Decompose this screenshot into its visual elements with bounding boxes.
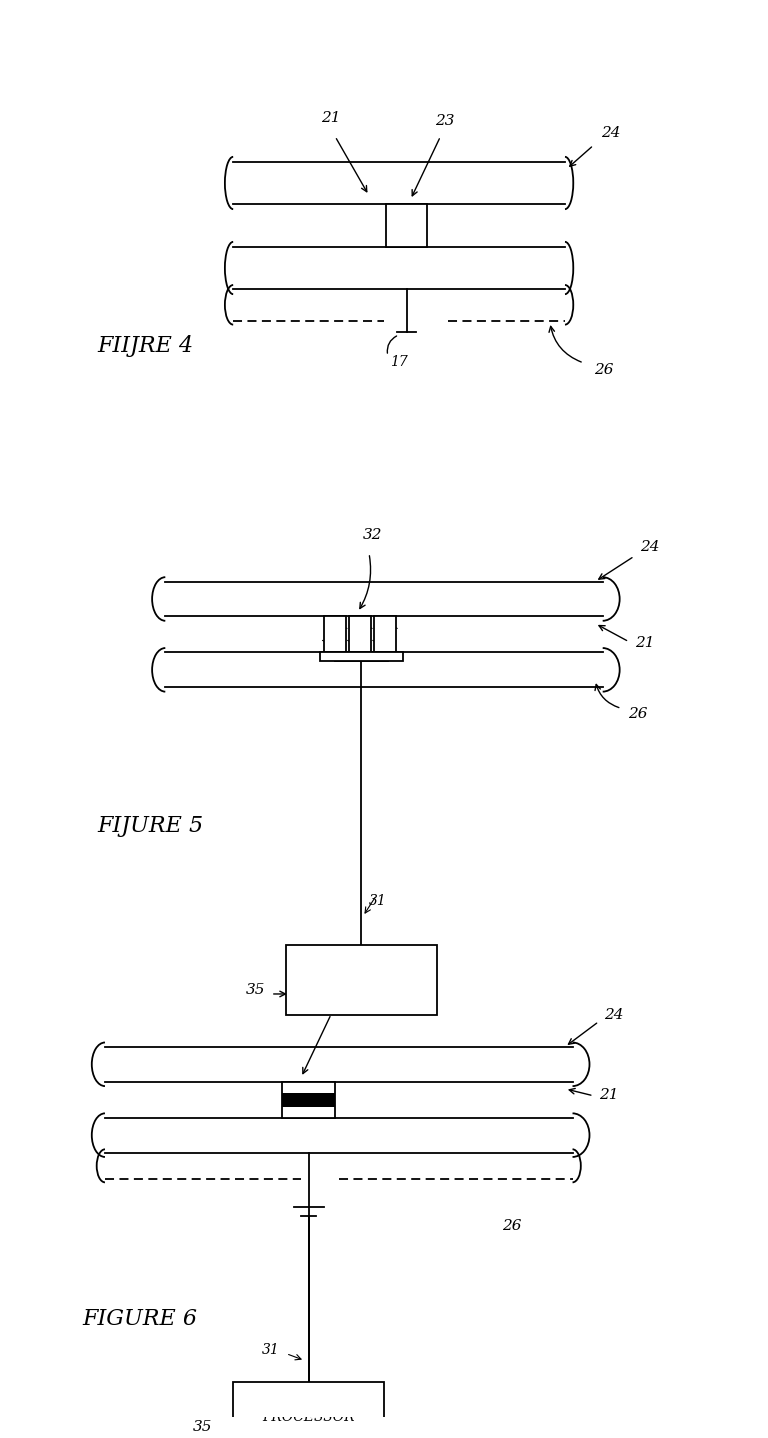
Bar	[286, 945, 437, 1015]
Text: 21: 21	[635, 637, 654, 650]
Bar	[386, 204, 427, 247]
Bar	[282, 1093, 335, 1107]
Text: 21: 21	[599, 1087, 618, 1102]
Bar	[233, 1382, 384, 1438]
Bar	[320, 653, 403, 661]
Text: 21: 21	[322, 111, 341, 125]
Text: 24: 24	[604, 1008, 624, 1021]
Text: FIIJRE 4: FIIJRE 4	[98, 335, 194, 358]
Bar	[323, 617, 346, 653]
Text: 31: 31	[262, 1343, 280, 1356]
Text: FIGURE 6: FIGURE 6	[82, 1309, 197, 1330]
Text: 35: 35	[246, 984, 266, 997]
Text: PROCESSOR: PROCESSOR	[263, 1411, 355, 1424]
Text: 32: 32	[363, 528, 382, 542]
Text: 33: 33	[346, 991, 366, 1004]
Text: 23: 23	[435, 114, 454, 128]
Text: 24: 24	[601, 125, 621, 139]
Text: PROCESSOR: PROCESSOR	[315, 974, 408, 986]
Text: 26: 26	[627, 707, 647, 722]
Text: 26: 26	[594, 364, 613, 377]
Text: 24: 24	[641, 539, 660, 554]
Text: 31: 31	[369, 894, 386, 909]
Text: 17: 17	[390, 355, 408, 368]
Text: 34: 34	[316, 991, 335, 1004]
Bar	[282, 1081, 335, 1117]
Bar	[349, 617, 371, 653]
Bar	[374, 617, 396, 653]
Text: FIJURE 5: FIJURE 5	[98, 815, 204, 837]
Text: 35: 35	[194, 1421, 213, 1434]
Text: 26: 26	[502, 1219, 522, 1234]
